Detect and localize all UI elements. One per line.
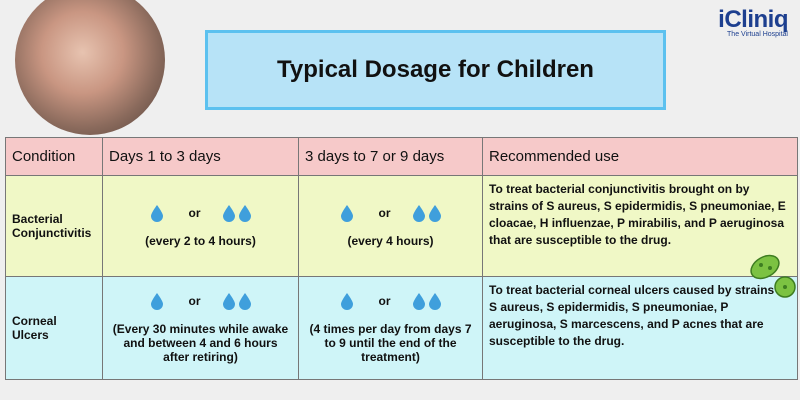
drop-icon (341, 293, 353, 310)
drop-icon (413, 205, 425, 222)
table-row: Bacterial Conjunctivitis or (every 2 to 4 … (5, 175, 798, 277)
drop-icon (239, 293, 251, 310)
drops: or (305, 205, 476, 222)
column-header: Condition (5, 137, 103, 176)
table-row: Corneal Ulcers or (Every 30 minutes while … (5, 276, 798, 380)
frequency: (Every 30 minutes while awake and betwee… (112, 321, 289, 364)
drop-icon (429, 205, 441, 222)
logo-name: iCliniq (718, 6, 788, 33)
drop-icon (151, 293, 163, 310)
drop-icon (239, 205, 251, 222)
column-header: Recommended use (482, 137, 798, 176)
drop-icon (223, 293, 235, 310)
drop-icon (413, 293, 425, 310)
column-header: 3 days to 7 or 9 days (298, 137, 483, 176)
or-text: or (378, 206, 391, 220)
dose-cell: or (every 4 hours) (298, 175, 483, 277)
column-header: Days 1 to 3 days (102, 137, 299, 176)
child-photo (15, 0, 165, 135)
dose-cell: or (every 2 to 4 hours) (102, 175, 299, 277)
drop-icon (429, 293, 441, 310)
drop-icon (341, 205, 353, 222)
or-text: or (188, 294, 201, 308)
dose-cell: or (4 times per day from days 7 to 9 unti… (298, 276, 483, 380)
or-text: or (188, 206, 201, 220)
drops: or (109, 205, 292, 222)
dosage-table: Condition Days 1 to 3 days 3 days to 7 o… (5, 137, 798, 380)
title-banner (205, 30, 666, 110)
drop-icon (151, 205, 163, 222)
logo-tagline: The Virtual Hospital (727, 31, 788, 38)
or-text: or (378, 294, 391, 308)
drop-icon (223, 205, 235, 222)
drops: or (305, 293, 476, 310)
drops: or (109, 293, 292, 310)
frequency: (4 times per day from days 7 to 9 until … (309, 321, 472, 364)
header-row: Condition Days 1 to 3 days 3 days to 7 o… (5, 137, 798, 176)
logo: iCliniq The Virtual Hospital (718, 6, 788, 38)
dose-cell: or (Every 30 minutes while awake and betw… (102, 276, 299, 380)
frequency: (every 4 hours) (347, 233, 434, 248)
condition-cell: Bacterial Conjunctivitis (5, 175, 103, 277)
condition-cell: Corneal Ulcers (5, 276, 103, 380)
recommended-use: To treat bacterial corneal ulcers caused… (482, 276, 798, 380)
title: Typical Dosage for Children (277, 56, 594, 83)
frequency: (every 2 to 4 hours) (145, 233, 256, 248)
bacteria-decoration (750, 254, 796, 298)
recommended-use: To treat bacterial conjunctivitis brough… (482, 175, 798, 277)
